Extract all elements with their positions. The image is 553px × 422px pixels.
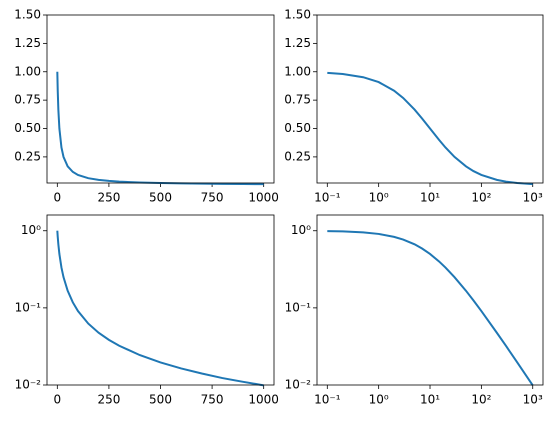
x-tick-label: 10² [471, 191, 491, 205]
x-tick-label: 10⁰ [369, 393, 389, 407]
y-tick-label: 1.00 [284, 64, 311, 78]
y-tick-label: 10⁻² [15, 378, 42, 392]
axes-frame [316, 14, 544, 184]
y-tick-label: 1.25 [284, 36, 311, 50]
y-tick-label: 10⁻¹ [285, 300, 312, 314]
axes-frame [46, 214, 275, 386]
y-tick-label: 0.75 [284, 93, 311, 107]
x-tick-label: 10³ [523, 191, 543, 205]
x-tick-label: 750 [201, 393, 224, 407]
y-tick-label: 10⁰ [21, 223, 41, 237]
y-tick-label: 1.50 [14, 8, 41, 22]
line [56, 71, 264, 186]
x-tick-label: 250 [97, 191, 120, 205]
x-tick-label: 10³ [523, 393, 543, 407]
y-tick-label: 0.25 [14, 149, 41, 163]
x-tick-label: 1000 [248, 191, 279, 205]
y-tick-label: 1.25 [14, 36, 41, 50]
line [56, 230, 264, 387]
y-tick-label: 0.75 [14, 93, 41, 107]
x-tick-label: 1000 [248, 393, 279, 407]
x-tick-label: 750 [201, 191, 224, 205]
x-tick-label: 10⁻¹ [314, 191, 341, 205]
x-tick-label: 10¹ [420, 393, 440, 407]
y-tick-label: 10⁻¹ [15, 300, 42, 314]
x-tick-label: 0 [53, 191, 61, 205]
axes-frame [316, 214, 544, 386]
line [327, 230, 534, 386]
y-tick-label: 0.50 [284, 121, 311, 135]
y-tick-label: 0.50 [14, 121, 41, 135]
y-tick-label: 1.50 [284, 8, 311, 22]
line [327, 71, 533, 186]
x-tick-label: 500 [149, 191, 172, 205]
x-tick-label: 10⁰ [369, 191, 389, 205]
x-tick-label: 500 [149, 393, 172, 407]
x-tick-label: 250 [97, 393, 120, 407]
x-tick-label: 10² [471, 393, 491, 407]
axes-frame [46, 14, 275, 184]
y-tick-label: 1.00 [14, 64, 41, 78]
x-tick-label: 0 [53, 393, 61, 407]
x-tick-label: 10¹ [420, 191, 440, 205]
x-tick-label: 10⁻¹ [314, 393, 341, 407]
y-tick-label: 10⁰ [291, 223, 311, 237]
y-tick-label: 0.25 [284, 149, 311, 163]
y-tick-label: 10⁻² [285, 378, 312, 392]
